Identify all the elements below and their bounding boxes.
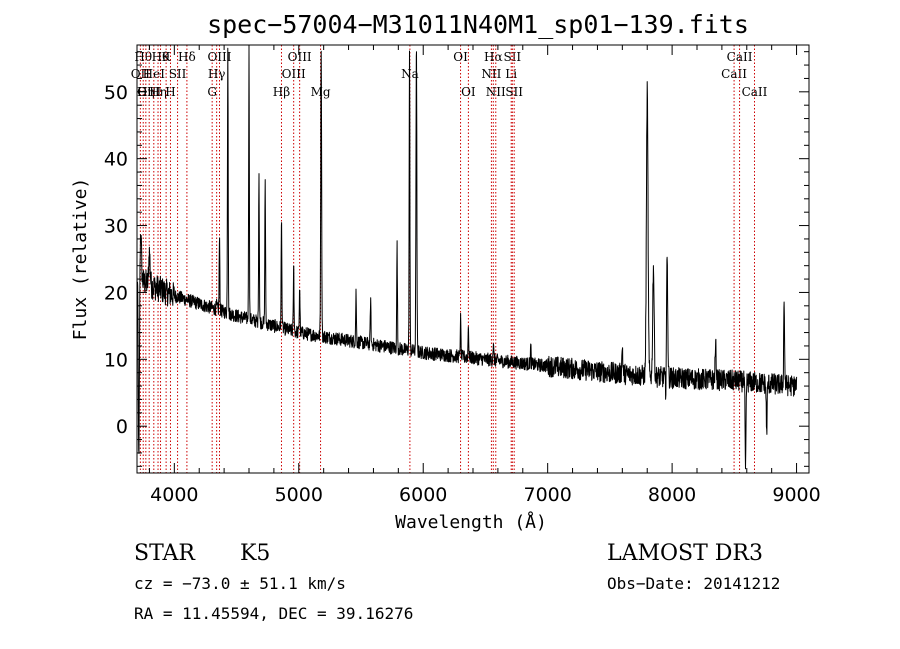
line-marker-label: Hη: [149, 85, 167, 99]
line-marker-label: SII: [169, 67, 187, 81]
survey-name: LAMOST DR3: [607, 541, 763, 566]
object-class: STAR: [134, 541, 196, 566]
x-tick-label: 6000: [399, 484, 447, 506]
line-marker-label: Hγ: [208, 67, 226, 81]
line-marker-label: H: [165, 85, 175, 99]
line-marker-label: Hα: [484, 50, 503, 64]
y-tick-label: 0: [116, 416, 128, 438]
line-marker-label: NII: [481, 67, 501, 81]
redshift-readout: cz = −73.0 ± 51.1 km/s: [134, 574, 346, 593]
x-tick-label: 5000: [275, 484, 323, 506]
info-panel: STAR K5 LAMOST DR3 cz = −73.0 ± 51.1 km/…: [134, 541, 780, 623]
line-marker-label: SII: [503, 50, 521, 64]
x-axis-label: Wavelength (Å): [395, 511, 547, 533]
x-tick-label: 8000: [648, 484, 696, 506]
line-marker-label: OI: [453, 50, 468, 64]
line-marker-label: SII: [505, 85, 523, 99]
flux-line: [136, 47, 798, 470]
line-marker-label: OIII: [137, 85, 161, 99]
x-tick-label: 4000: [150, 484, 198, 506]
y-tick-label: 50: [104, 82, 128, 104]
line-marker-label: CaII: [721, 67, 747, 81]
line-marker-label: NII: [486, 85, 506, 99]
chart-title: spec−57004−M31011N40M1_sp01−139.fits: [207, 10, 749, 39]
line-marker-label: OIII: [282, 67, 306, 81]
line-marker-label: CaII: [727, 50, 753, 64]
spectrum-series: [136, 47, 798, 470]
y-tick-label: 30: [104, 216, 128, 238]
obs-date: Obs−Date: 20141212: [607, 574, 780, 593]
line-marker-label: CaII: [742, 85, 768, 99]
coordinates: RA = 11.45594, DEC = 39.16276: [134, 604, 413, 623]
line-marker-label: G: [207, 85, 217, 99]
line-marker-label: Hθ: [134, 50, 152, 64]
y-axis-label: Flux (relative): [70, 178, 91, 341]
y-tick-label: 10: [104, 349, 128, 371]
line-marker-label: OI: [461, 85, 476, 99]
x-tick-label: 9000: [772, 484, 820, 506]
line-marker-label: Hδ: [178, 50, 196, 64]
line-marker-label: Hβ: [273, 85, 290, 99]
line-marker-label: Li: [505, 67, 517, 81]
line-marker-label: K: [162, 50, 172, 64]
line-marker-label: Hθ: [152, 50, 170, 64]
y-tick-label: 40: [104, 149, 128, 171]
axis-ticks: 4000 5000 6000 7000 8000 9000 0 10 20 30 40 50: [104, 45, 821, 506]
object-subclass: K5: [240, 541, 270, 566]
x-tick-label: 7000: [523, 484, 571, 506]
y-tick-label: 20: [104, 282, 128, 304]
line-marker-label: HeI: [143, 67, 166, 81]
line-marker-label: OIII: [288, 50, 312, 64]
line-marker-label: OIII: [207, 50, 231, 64]
